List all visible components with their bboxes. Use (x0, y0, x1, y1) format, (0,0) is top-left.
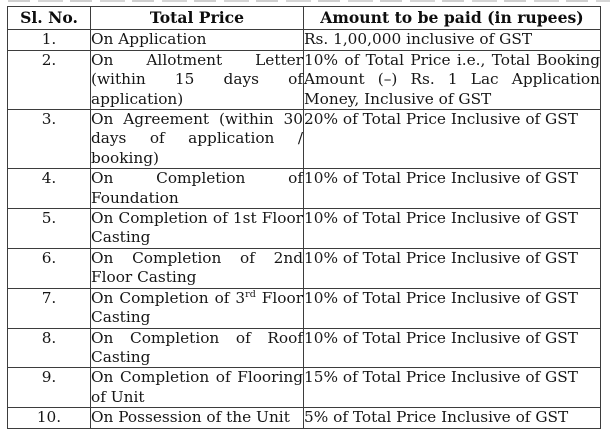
serial-number-cell: 1. (7, 29, 91, 51)
amount-cell: 10% of Total Price i.e., Total Booking A… (303, 49, 601, 111)
serial-number-cell: 4. (7, 168, 91, 210)
serial-number-cell: 5. (7, 208, 91, 249)
table-row: 4. On Completion of Foundation 10% of Tota… (7, 168, 601, 210)
serial-number-cell: 3. (7, 109, 91, 170)
serial-number-cell: 7. (7, 287, 91, 329)
payment-stage-cell: On Agreement (within 30 days of applicat… (90, 109, 304, 170)
serial-number-cell: 9. (7, 367, 91, 409)
payment-schedule-table: Sl. No. Total Price Amount to be paid (i… (7, 5, 601, 429)
payment-stage-cell: On Allotment Letter (within 15 days of a… (90, 49, 304, 111)
serial-number-cell: 8. (7, 327, 91, 369)
table-row: 10. On Possession of the Unit 5% of Total … (7, 407, 601, 429)
header-amount-to-be-paid: Amount to be paid (in rupees) (303, 5, 601, 31)
amount-cell: 10% of Total Price Inclusive of GST (303, 247, 601, 289)
payment-stage-cell: On Completion of Foundation (90, 168, 304, 210)
amount-cell: 10% of Total Price Inclusive of GST (303, 208, 601, 249)
payment-stage-cell: On Completion of Flooring of Unit (90, 367, 304, 409)
table-row: 9. On Completion of Flooring of Unit 15% o… (7, 367, 601, 409)
payment-stage-cell: On Completion of 1st Floor Casting (90, 208, 304, 249)
header-sl-no: Sl. No. (7, 5, 91, 31)
payment-stage-cell: On Completion of 3rd Floor Casting (90, 287, 304, 329)
amount-cell: 10% of Total Price Inclusive of GST (303, 168, 601, 210)
table-body: 1. On Application Rs. 1,00,000 inclusive o… (7, 29, 601, 429)
table-row: 6. On Completion of 2nd Floor Casting 10% … (7, 247, 601, 289)
header-total-price: Total Price (90, 5, 304, 31)
amount-cell: 15% of Total Price Inclusive of GST (303, 367, 601, 409)
serial-number-cell: 6. (7, 247, 91, 289)
amount-cell: 10% of Total Price Inclusive of GST (303, 327, 601, 369)
table-row: 7. On Completion of 3rd Floor Casting 10% … (7, 287, 601, 329)
payment-stage-cell: On Completion of 2nd Floor Casting (90, 247, 304, 289)
table-row: 5. On Completion of 1st Floor Casting 10% … (7, 208, 601, 249)
amount-cell: Rs. 1,00,000 inclusive of GST (303, 29, 601, 51)
serial-number-cell: 2. (7, 49, 91, 111)
payment-stage-cell: On Possession of the Unit (90, 407, 304, 429)
amount-cell: 10% of Total Price Inclusive of GST (303, 287, 601, 329)
table-row: 8. On Completion of Roof Casting 10% of To… (7, 327, 601, 369)
payment-stage-cell: On Application (90, 29, 304, 51)
amount-cell: 5% of Total Price Inclusive of GST (303, 407, 601, 429)
cropped-text-artifact (8, 0, 610, 2)
header-row: Sl. No. Total Price Amount to be paid (i… (7, 5, 601, 31)
payment-stage-cell: On Completion of Roof Casting (90, 327, 304, 369)
amount-cell: 20% of Total Price Inclusive of GST (303, 109, 601, 170)
table-row: 2. On Allotment Letter (within 15 days of… (7, 49, 601, 111)
serial-number-cell: 10. (7, 407, 91, 429)
table-row: 1. On Application Rs. 1,00,000 inclusive o… (7, 29, 601, 51)
table-row: 3. On Agreement (within 30 days of applic… (7, 109, 601, 170)
